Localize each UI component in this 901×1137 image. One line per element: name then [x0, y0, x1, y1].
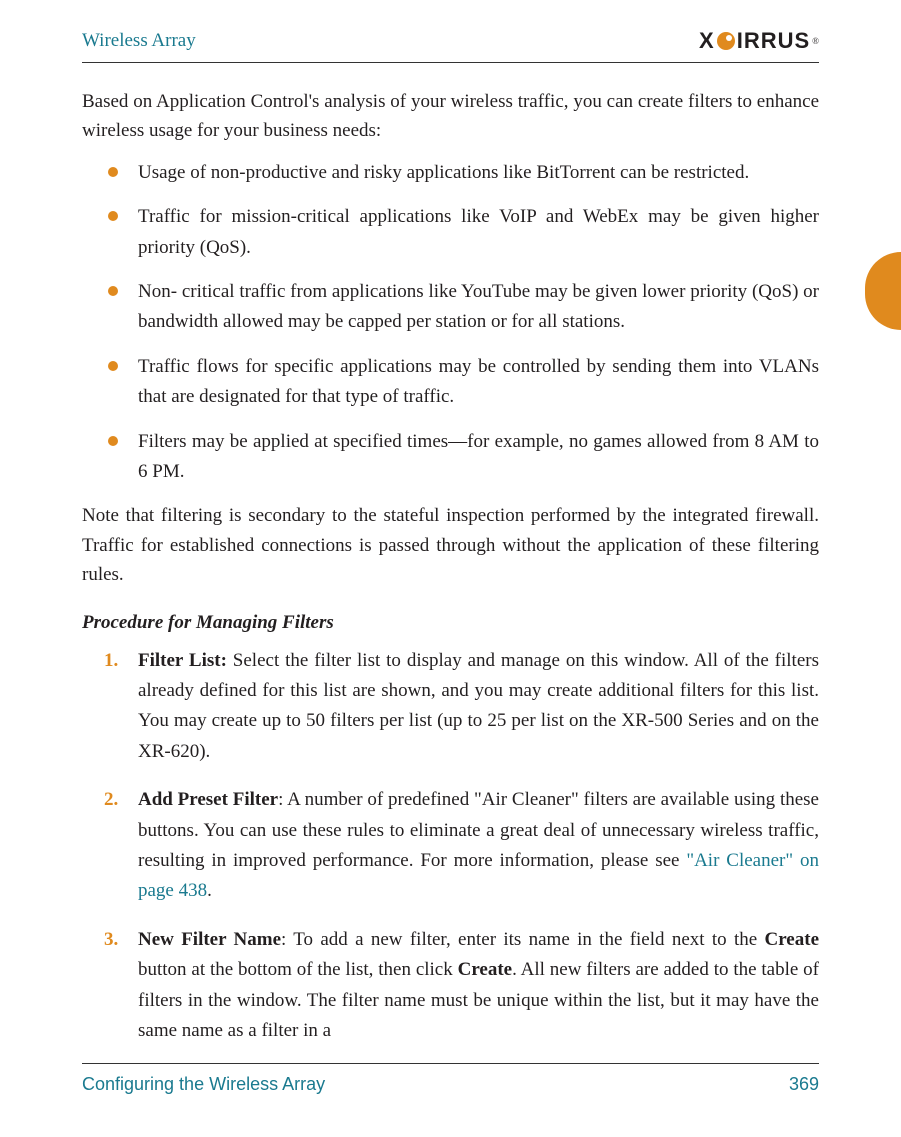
list-item: Non- critical traffic from applications … — [82, 277, 819, 338]
footer-section: Configuring the Wireless Array — [82, 1074, 325, 1095]
step-bold1: Create — [765, 929, 820, 950]
page-header: Wireless Array X IRRUS ® — [82, 28, 819, 63]
step-lead: Add Preset Filter — [138, 789, 278, 810]
step-number: 1. — [104, 646, 118, 676]
numbered-list: 1. Filter List: Select the filter list t… — [82, 646, 819, 1047]
list-item: Filters may be applied at specified time… — [82, 427, 819, 488]
section-heading: Procedure for Managing Filters — [82, 612, 819, 634]
logo-dot-icon — [717, 32, 735, 50]
list-item: Usage of non-productive and risky applic… — [82, 158, 819, 188]
step-bold2: Create — [458, 959, 513, 980]
registered-mark: ® — [812, 36, 819, 46]
page-container: Wireless Array X IRRUS ® Based on Applic… — [0, 0, 901, 1104]
step-text: Select the filter list to display and ma… — [138, 650, 819, 762]
brand-logo: X IRRUS ® — [699, 28, 819, 54]
step-number: 3. — [104, 925, 118, 955]
footer-page-number: 369 — [789, 1074, 819, 1095]
logo-prefix: X — [699, 28, 715, 54]
step-text-after: . — [207, 880, 212, 901]
step-item: 2. Add Preset Filter: A number of predef… — [82, 785, 819, 907]
step-seg2: button at the bottom of the list, then c… — [138, 959, 458, 980]
step-lead: New Filter Name — [138, 929, 281, 950]
step-item: 1. Filter List: Select the filter list t… — [82, 646, 819, 768]
header-title: Wireless Array — [82, 30, 196, 52]
logo-rest: IRRUS — [737, 28, 810, 54]
list-item: Traffic flows for specific applications … — [82, 352, 819, 413]
intro-paragraph: Based on Application Control's analysis … — [82, 87, 819, 146]
note-paragraph: Note that filtering is secondary to the … — [82, 501, 819, 589]
step-lead: Filter List: — [138, 650, 233, 671]
bullet-list: Usage of non-productive and risky applic… — [82, 158, 819, 488]
page-footer: Configuring the Wireless Array 369 — [82, 1063, 819, 1095]
step-item: 3. New Filter Name: To add a new filter,… — [82, 925, 819, 1047]
step-seg1: : To add a new filter, enter its name in… — [281, 929, 764, 950]
step-number: 2. — [104, 785, 118, 815]
list-item: Traffic for mission-critical application… — [82, 202, 819, 263]
